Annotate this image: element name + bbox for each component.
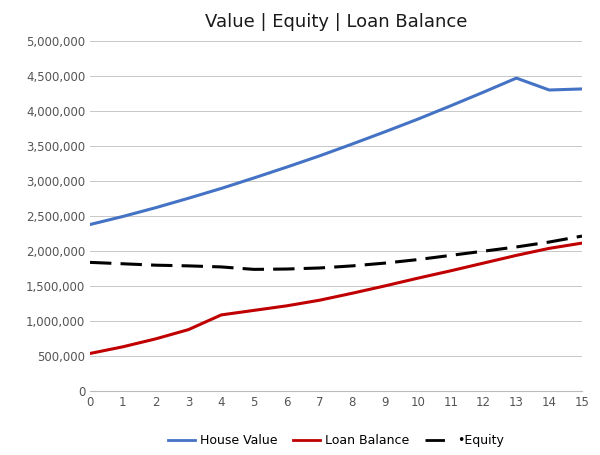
House Value — [545, 87, 553, 93]
•Equity — [578, 233, 586, 239]
House Value — [218, 186, 225, 191]
House Value — [415, 116, 422, 122]
Loan Balance — [447, 268, 454, 273]
Loan Balance — [545, 246, 553, 251]
•Equity — [316, 265, 323, 271]
•Equity — [545, 239, 553, 245]
House Value — [316, 153, 323, 159]
Title: Value | Equity | Loan Balance: Value | Equity | Loan Balance — [205, 13, 467, 31]
•Equity — [250, 267, 257, 272]
House Value — [447, 103, 454, 108]
Loan Balance — [119, 344, 127, 349]
House Value — [185, 196, 192, 201]
Loan Balance — [283, 303, 290, 308]
Loan Balance — [152, 336, 159, 342]
•Equity — [119, 261, 127, 267]
House Value — [119, 214, 127, 219]
House Value — [382, 129, 389, 134]
•Equity — [349, 263, 356, 268]
•Equity — [382, 260, 389, 266]
Loan Balance — [480, 260, 487, 266]
•Equity — [185, 263, 192, 268]
House Value — [578, 86, 586, 91]
•Equity — [218, 264, 225, 270]
•Equity — [152, 263, 159, 268]
House Value — [86, 222, 94, 227]
Line: •Equity: •Equity — [90, 236, 582, 269]
•Equity — [480, 248, 487, 254]
Line: House Value: House Value — [90, 78, 582, 224]
Loan Balance — [218, 312, 225, 318]
Loan Balance — [316, 298, 323, 303]
•Equity — [415, 257, 422, 262]
Loan Balance — [86, 351, 94, 356]
House Value — [250, 175, 257, 181]
•Equity — [513, 244, 520, 250]
Loan Balance — [513, 253, 520, 258]
•Equity — [283, 266, 290, 272]
•Equity — [86, 260, 94, 265]
•Equity — [447, 253, 454, 258]
Loan Balance — [382, 283, 389, 288]
Legend: House Value, Loan Balance, •Equity: House Value, Loan Balance, •Equity — [163, 429, 509, 452]
House Value — [152, 205, 159, 211]
Loan Balance — [185, 327, 192, 332]
Loan Balance — [349, 290, 356, 296]
Loan Balance — [415, 275, 422, 281]
House Value — [349, 141, 356, 147]
Loan Balance — [250, 308, 257, 313]
Line: Loan Balance: Loan Balance — [90, 243, 582, 354]
Loan Balance — [578, 240, 586, 246]
House Value — [513, 76, 520, 81]
House Value — [283, 164, 290, 170]
House Value — [480, 89, 487, 95]
